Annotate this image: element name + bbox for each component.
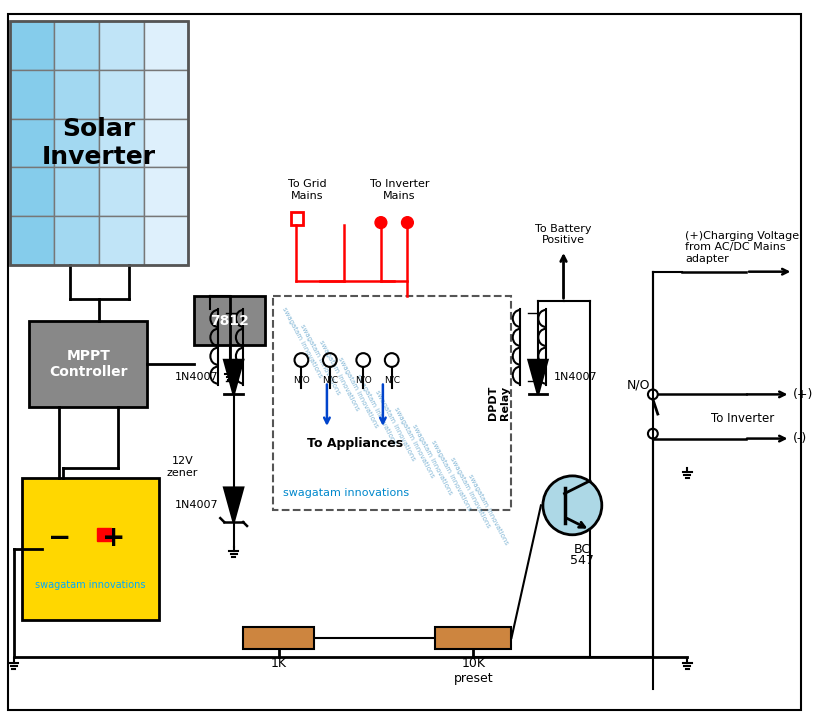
Bar — [99, 119, 144, 167]
Text: swagatam innovations: swagatam innovations — [467, 473, 510, 545]
Text: swagatam innovations: swagatam innovations — [283, 487, 409, 497]
Circle shape — [543, 476, 602, 535]
Circle shape — [401, 216, 414, 229]
Text: DPDT
Relay: DPDT Relay — [488, 386, 509, 421]
Bar — [10, 167, 54, 216]
Bar — [10, 119, 54, 167]
Bar — [10, 70, 54, 119]
Text: To Inverter: To Inverter — [710, 412, 774, 425]
Text: swagatam innovations: swagatam innovations — [411, 423, 454, 495]
Bar — [243, 627, 314, 649]
Polygon shape — [224, 360, 243, 395]
Bar — [54, 167, 99, 216]
Bar — [144, 167, 189, 216]
Text: swagatam innovations: swagatam innovations — [318, 340, 360, 412]
Text: To Inverter
Mains: To Inverter Mains — [370, 180, 429, 201]
Text: 1N4007: 1N4007 — [554, 372, 597, 382]
Text: N/O: N/O — [355, 376, 372, 384]
Text: swagatam innovations: swagatam innovations — [430, 439, 472, 512]
Text: 7812: 7812 — [210, 313, 249, 328]
Text: To Battery
Positive: To Battery Positive — [536, 224, 592, 245]
Text: 547: 547 — [570, 555, 594, 568]
Text: 10K
preset: 10K preset — [453, 657, 493, 684]
Bar — [291, 212, 303, 224]
Polygon shape — [528, 360, 547, 395]
Text: swagatam innovations: swagatam innovations — [355, 373, 398, 445]
Bar — [54, 21, 99, 70]
Bar — [99, 167, 144, 216]
Text: MPPT
Controller: MPPT Controller — [49, 349, 128, 379]
Text: swagatam innovations: swagatam innovations — [35, 580, 146, 589]
Bar — [30, 321, 147, 407]
Text: swagatam innovations: swagatam innovations — [393, 406, 435, 479]
Text: swagatam innovations: swagatam innovations — [448, 456, 491, 529]
Bar — [144, 119, 189, 167]
Text: swagatam innovations: swagatam innovations — [281, 306, 323, 379]
Bar — [54, 119, 99, 167]
Text: N/C: N/C — [322, 376, 338, 384]
Text: swagatam innovations: swagatam innovations — [374, 390, 416, 462]
Text: +: + — [102, 523, 125, 552]
Text: Solar
Inverter: Solar Inverter — [42, 117, 157, 169]
Bar — [99, 216, 144, 265]
Bar — [99, 70, 144, 119]
Bar — [10, 21, 189, 265]
Bar — [273, 296, 511, 510]
Text: 1N4007: 1N4007 — [175, 500, 218, 510]
Bar — [10, 216, 54, 265]
Text: 1K: 1K — [271, 657, 287, 670]
Text: N/C: N/C — [384, 376, 400, 384]
Bar — [194, 296, 265, 345]
Bar — [144, 70, 189, 119]
Text: (+): (+) — [794, 388, 813, 401]
Bar — [144, 21, 189, 70]
Text: 1N4007: 1N4007 — [175, 372, 218, 382]
Bar — [435, 627, 512, 649]
Bar — [21, 478, 159, 620]
Bar — [97, 528, 111, 542]
Bar — [144, 216, 189, 265]
Text: N/O: N/O — [293, 376, 310, 384]
Text: swagatam innovations: swagatam innovations — [299, 323, 342, 395]
Text: (+)Charging Voltage
from AC/DC Mains
adapter: (+)Charging Voltage from AC/DC Mains ada… — [686, 231, 799, 264]
Bar — [99, 21, 144, 70]
Text: (-): (-) — [794, 432, 808, 445]
Text: To Appliances: To Appliances — [307, 437, 403, 450]
Text: 12V
zener: 12V zener — [167, 456, 199, 478]
Bar — [54, 216, 99, 265]
Bar — [10, 21, 54, 70]
Circle shape — [375, 216, 386, 229]
Bar — [54, 70, 99, 119]
Text: BC: BC — [574, 543, 591, 555]
Text: N/O: N/O — [626, 378, 650, 391]
Polygon shape — [224, 488, 243, 522]
Text: swagatam innovations: swagatam innovations — [337, 356, 379, 429]
Text: −: − — [49, 523, 72, 552]
Text: To Grid
Mains: To Grid Mains — [288, 180, 326, 201]
